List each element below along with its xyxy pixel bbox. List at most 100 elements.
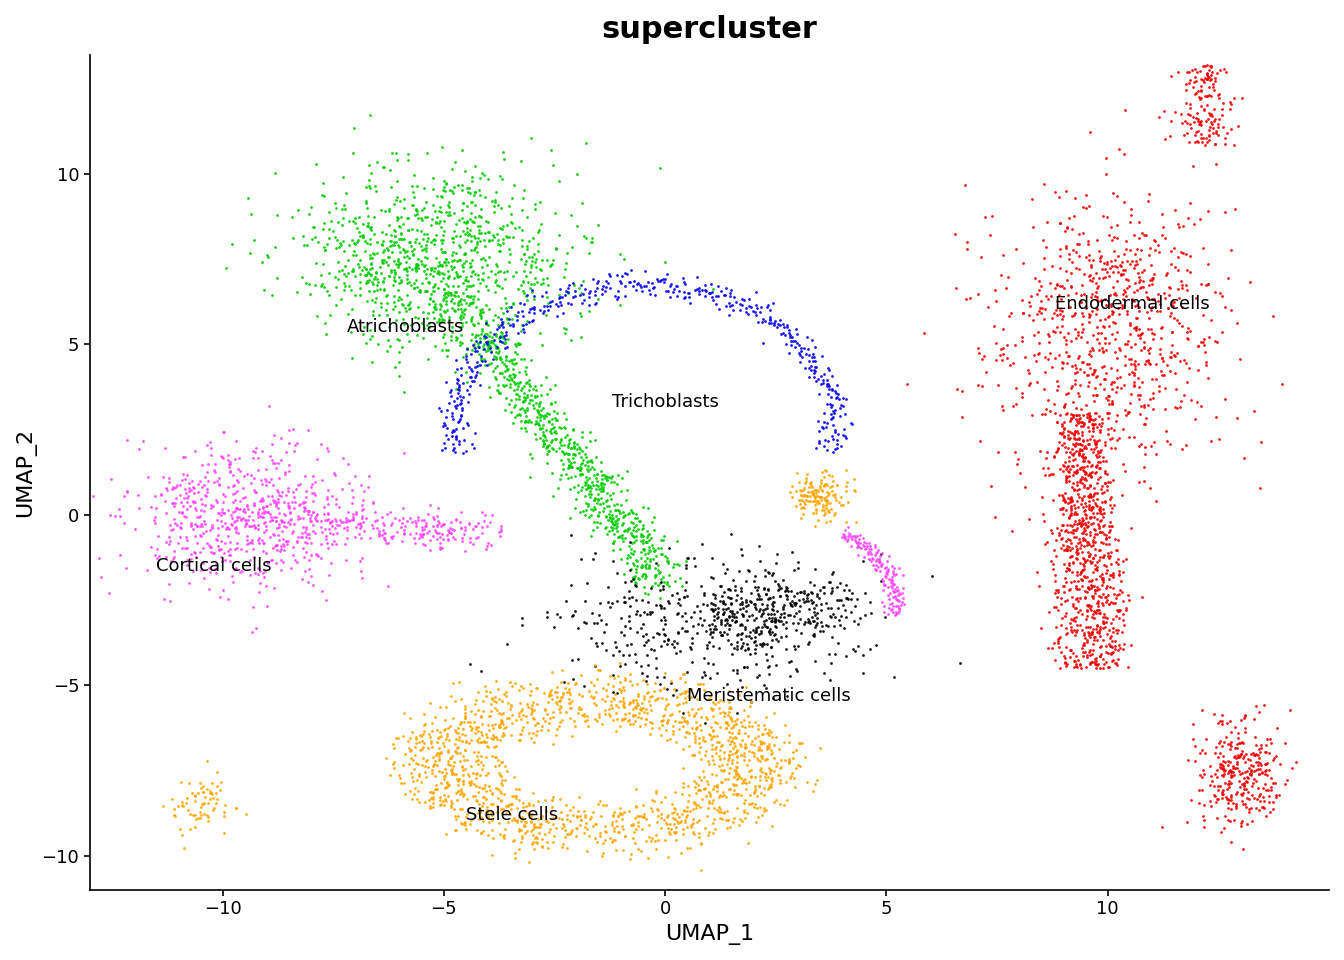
Point [1128,388,1149,403]
Point [364,514,386,529]
Point [625,553,646,568]
Point [1111,457,1133,472]
Point [712,625,734,640]
Point [594,707,616,722]
Point [769,318,790,333]
Point [542,810,563,826]
Point [441,383,462,398]
Point [704,590,726,606]
Point [409,734,430,750]
Point [1060,612,1082,627]
Point [638,697,660,712]
Point [499,300,520,315]
Point [558,451,579,467]
Point [457,224,478,239]
Point [464,789,485,804]
Point [571,196,593,211]
Point [1039,403,1060,419]
Point [1064,190,1086,205]
Point [344,468,366,483]
Point [1081,428,1102,444]
Point [402,244,423,259]
Point [476,791,497,806]
Point [1193,812,1215,828]
Point [1073,530,1094,545]
Point [386,731,407,746]
Point [352,326,374,342]
Point [492,231,513,247]
Point [546,241,567,256]
Point [449,228,470,244]
Point [969,434,991,449]
Point [284,516,305,532]
Point [470,724,492,739]
Point [1034,300,1055,316]
Point [724,778,746,793]
Point [770,629,792,644]
Point [513,263,535,278]
Point [1156,358,1177,373]
Point [1082,444,1103,460]
Point [638,829,660,845]
Point [1082,647,1103,662]
Point [191,517,212,533]
Point [668,626,689,641]
Point [1068,389,1090,404]
Point [434,183,456,199]
Point [324,229,345,245]
Point [871,557,892,572]
Point [226,521,247,537]
Point [719,298,741,313]
Point [273,542,294,558]
Point [460,703,481,718]
Point [763,613,785,629]
Point [210,514,231,529]
Point [724,745,746,760]
Point [625,564,646,580]
Point [1060,266,1082,281]
Point [198,813,219,828]
Point [1054,280,1075,296]
Point [548,810,570,826]
Point [603,670,625,685]
Point [988,444,1009,460]
Point [461,295,482,310]
Point [202,545,223,561]
Point [751,751,773,766]
Point [835,531,856,546]
Point [882,573,903,588]
Point [1216,765,1238,780]
Point [452,802,473,817]
Point [1060,505,1082,520]
Point [1085,621,1106,636]
Point [359,108,380,123]
Point [747,587,769,602]
Point [847,528,868,543]
Point [1055,659,1077,674]
Point [1230,819,1251,834]
Point [1234,764,1255,780]
Point [796,492,817,508]
Point [742,745,763,760]
Point [696,711,718,727]
Point [793,480,814,495]
Point [253,500,274,516]
Point [360,267,382,282]
Point [1106,230,1128,246]
Point [446,783,468,799]
Point [747,721,769,736]
Point [747,779,769,794]
Point [634,535,656,550]
Point [352,502,374,517]
Point [402,248,423,263]
Point [656,817,677,832]
Point [1066,520,1087,536]
Point [817,361,839,376]
Point [1141,372,1163,387]
Point [433,267,454,282]
Point [809,475,831,491]
Point [1176,355,1198,371]
Point [532,271,554,286]
Point [625,568,646,584]
Point [728,725,750,740]
